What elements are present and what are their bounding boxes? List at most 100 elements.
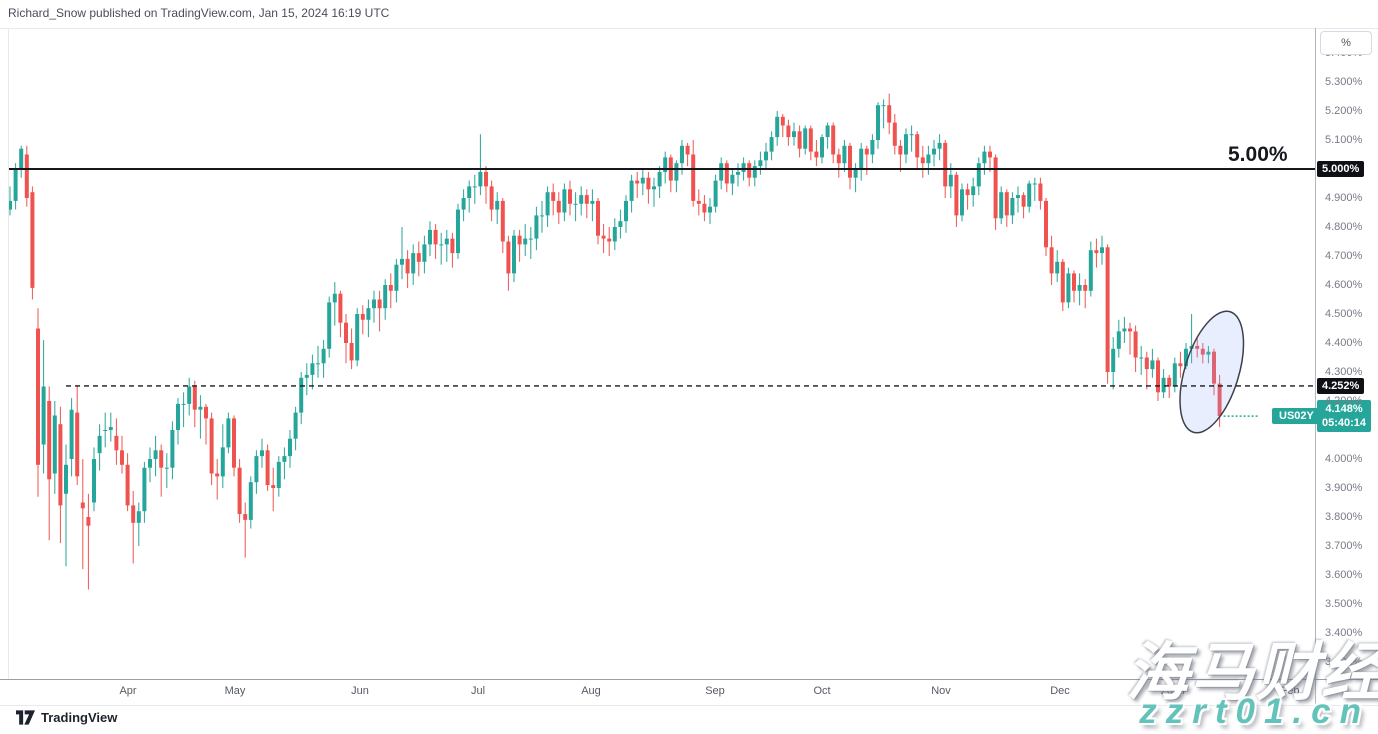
candle-body [517, 235, 522, 245]
candle-body [108, 427, 113, 430]
candle-body [142, 467, 147, 512]
candle-body [881, 105, 886, 107]
candle-body [976, 163, 981, 187]
candle-body [495, 200, 500, 210]
price-tick-label: 4.600% [1325, 279, 1363, 291]
candle-body [713, 180, 718, 207]
candle-body [1004, 192, 1009, 216]
candle-body [685, 145, 690, 155]
candle-body [1055, 261, 1060, 274]
candle-body [1195, 345, 1200, 349]
candle-body [792, 131, 796, 138]
candle-body [736, 171, 740, 175]
candle-body [383, 285, 388, 309]
price-tick-label: 5.200% [1325, 105, 1363, 117]
candle-body [226, 418, 231, 448]
candle-body [1077, 285, 1082, 291]
candle-body [769, 137, 774, 152]
candle-body [702, 203, 707, 213]
header-divider [0, 28, 1378, 29]
price-tick-label: 3.600% [1325, 569, 1363, 581]
candle-body [450, 238, 455, 254]
candle-body [853, 169, 858, 178]
candle-body [489, 186, 494, 210]
candle-body [635, 180, 640, 184]
candle-body [691, 154, 696, 201]
candle-body [478, 171, 483, 187]
price-scale[interactable]: 5.000% 4.252% 4.148% 05:40:14 5.400%5.30… [1316, 28, 1378, 679]
candle-body [1139, 357, 1144, 359]
candle-body [747, 163, 752, 178]
candle-body [909, 134, 914, 136]
candle-body [1206, 351, 1211, 355]
candle-body [556, 200, 561, 213]
tradingview-logo[interactable]: TradingView [16, 710, 117, 725]
candle-body [254, 456, 259, 483]
candle-body [439, 244, 444, 246]
candle-body [573, 203, 578, 205]
candle-body [316, 363, 320, 365]
scale-unit-button[interactable]: % [1320, 31, 1372, 55]
price-tick-label: 4.400% [1325, 337, 1363, 349]
time-scale[interactable]: Apr May Jun Jul Aug Sep Oct Nov Dec 2024 Feb [0, 679, 1378, 706]
candle-body [1049, 247, 1054, 274]
candle-body [467, 186, 472, 198]
price-tick-label: 3.400% [1325, 627, 1363, 639]
candle-body [69, 409, 74, 459]
candle-body [153, 450, 158, 459]
published-attribution: Richard_Snow published on TradingView.co… [8, 6, 390, 20]
candle-body [948, 174, 953, 187]
candle-body [472, 186, 477, 188]
candle-body [836, 154, 841, 164]
candle-body [321, 348, 326, 364]
candle-body [898, 145, 903, 155]
candle-body [512, 235, 516, 274]
candle-body [148, 459, 152, 468]
candle-body [1116, 331, 1121, 349]
candle-body [1105, 247, 1110, 372]
candle-body [876, 105, 880, 140]
candle-body [663, 157, 668, 172]
candle-body [120, 450, 124, 465]
candle-body [584, 195, 589, 204]
candle-body [428, 229, 432, 245]
candle-body [864, 148, 869, 155]
candle-body [764, 151, 768, 161]
candle-body [388, 285, 393, 291]
candle-body [1200, 348, 1205, 355]
candle-body [1172, 363, 1177, 387]
candle-body [416, 253, 421, 262]
candle-body [288, 438, 292, 457]
highlight-ellipse[interactable] [1168, 304, 1256, 440]
candle-body [103, 430, 108, 431]
candle-body [596, 200, 600, 236]
candle-body [433, 229, 438, 245]
candle-body [209, 418, 214, 474]
time-tick-label: Jun [351, 685, 369, 697]
candle-body [80, 502, 85, 509]
plot-left-border [8, 28, 9, 679]
time-axis-line [0, 679, 1378, 680]
candle-body [528, 238, 533, 240]
candle-body [8, 200, 12, 210]
candle-body [19, 148, 24, 169]
candle-body [248, 482, 253, 520]
candle-body [954, 174, 959, 216]
candle-body [831, 125, 836, 155]
candle-body [612, 227, 617, 242]
candle-body [265, 450, 270, 486]
candle-body [820, 137, 824, 158]
candle-body [1032, 183, 1037, 185]
candle-body [892, 122, 897, 146]
candle-body [1150, 360, 1155, 370]
candle-body [551, 192, 556, 201]
candle-body [131, 505, 136, 523]
candle-body [786, 125, 791, 138]
candle-body [842, 145, 847, 164]
candle-body [1066, 273, 1071, 303]
price-tick-label: 4.500% [1325, 308, 1363, 320]
candle-body [30, 192, 35, 288]
candle-body [159, 450, 164, 468]
candle-body [674, 163, 679, 181]
